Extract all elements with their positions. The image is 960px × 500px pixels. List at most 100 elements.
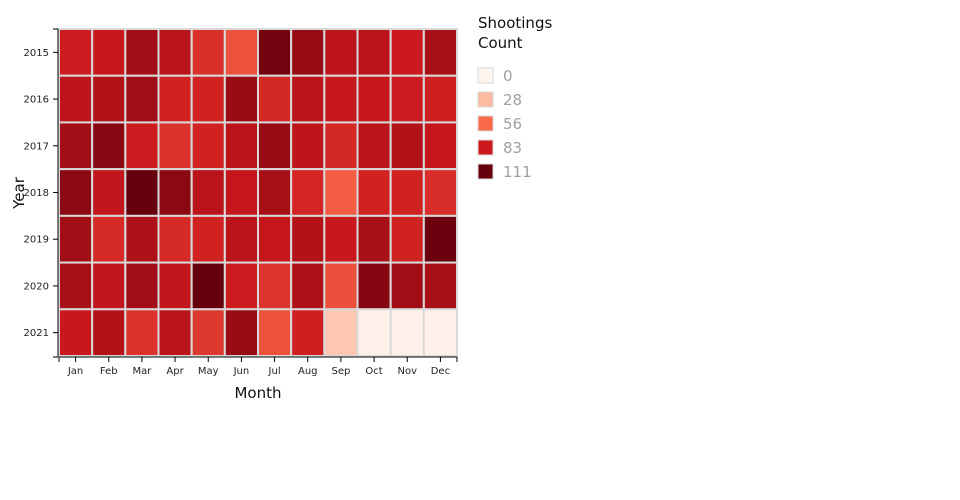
y-tick-label: 2019 bbox=[24, 235, 49, 246]
heatmap-cell bbox=[323, 214, 359, 264]
heatmap-cell bbox=[323, 28, 359, 77]
heatmap-cell bbox=[124, 214, 160, 264]
heatmap-cell bbox=[389, 74, 425, 124]
legend-swatch bbox=[477, 115, 494, 132]
heatmap-cell bbox=[190, 74, 226, 124]
heatmap-cell bbox=[356, 28, 392, 77]
heatmap-cell bbox=[124, 261, 160, 311]
heatmap-cell bbox=[58, 261, 94, 311]
heatmap-cell bbox=[356, 168, 392, 217]
heatmap-cell bbox=[257, 74, 293, 124]
heatmap-cell bbox=[422, 28, 459, 77]
x-axis: Jan Feb Mar Apr May Jun Jul Aug Sep Oct Nov Dec bbox=[58, 356, 458, 377]
heatmap-cell bbox=[389, 168, 425, 217]
heatmap-cell bbox=[323, 168, 359, 217]
heatmap-cell bbox=[157, 168, 193, 217]
y-tick-label: 2016 bbox=[24, 95, 49, 106]
heatmap-cell bbox=[422, 121, 459, 171]
heatmap-cell bbox=[389, 261, 425, 311]
heatmap-cell bbox=[58, 74, 94, 124]
legend-items: 0 28 56 83 111 bbox=[477, 67, 532, 181]
y-tick-label: 2018 bbox=[24, 188, 49, 199]
legend-title-line-2: Count bbox=[478, 34, 523, 52]
heatmap-cell bbox=[190, 121, 226, 171]
heatmap-cell bbox=[290, 261, 326, 311]
heatmap-cell bbox=[157, 74, 193, 124]
heatmap-cell bbox=[190, 168, 226, 217]
heatmap-cell bbox=[58, 308, 94, 357]
legend-label: 0 bbox=[503, 67, 513, 85]
legend-label: 83 bbox=[503, 139, 522, 157]
heatmap-cell bbox=[58, 28, 94, 77]
legend-label: 111 bbox=[503, 163, 532, 181]
legend-swatch bbox=[477, 163, 494, 180]
heatmap-cell bbox=[190, 308, 226, 357]
heatmap-cell bbox=[257, 214, 293, 264]
heatmap-cells bbox=[58, 28, 459, 357]
legend-swatch bbox=[477, 139, 494, 156]
heatmap-cell bbox=[422, 308, 459, 357]
heatmap-cell bbox=[91, 28, 127, 77]
x-tick-label: Nov bbox=[397, 366, 417, 377]
y-tick-label: 2021 bbox=[24, 328, 49, 339]
heatmap-cell bbox=[422, 74, 459, 124]
heatmap-cell bbox=[323, 261, 359, 311]
heatmap-cell bbox=[422, 168, 459, 217]
heatmap-cell bbox=[323, 74, 359, 124]
heatmap-cell bbox=[157, 214, 193, 264]
heatmap-cell bbox=[389, 214, 425, 264]
legend-title-line-1: Shootings bbox=[478, 14, 552, 32]
heatmap-cell bbox=[91, 214, 127, 264]
legend-label: 28 bbox=[503, 91, 522, 109]
x-tick-label: Jan bbox=[67, 366, 83, 377]
x-tick-label: Jun bbox=[233, 366, 250, 377]
heatmap-cell bbox=[356, 121, 392, 171]
heatmap-cell bbox=[290, 214, 326, 264]
x-tick-label: May bbox=[198, 366, 219, 377]
heatmap-cell bbox=[223, 308, 259, 357]
legend: Shootings Count 0 28 56 83 111 bbox=[477, 14, 557, 181]
heatmap-cell bbox=[190, 28, 226, 77]
heatmap-cell bbox=[223, 121, 259, 171]
heatmap-cell bbox=[157, 308, 193, 357]
legend-title: Shootings Count bbox=[478, 14, 557, 52]
heatmap-cell bbox=[157, 121, 193, 171]
heatmap-cell bbox=[91, 308, 127, 357]
heatmap-cell bbox=[124, 308, 160, 357]
heatmap-cell bbox=[389, 308, 425, 357]
x-tick-label: Apr bbox=[166, 366, 184, 377]
heatmap-cell bbox=[124, 74, 160, 124]
heatmap-cell bbox=[356, 74, 392, 124]
heatmap-cell bbox=[257, 261, 293, 311]
heatmap-cell bbox=[389, 28, 425, 77]
x-tick-label: Oct bbox=[365, 366, 382, 377]
heatmap-cell bbox=[124, 121, 160, 171]
heatmap-cell bbox=[157, 28, 193, 77]
heatmap-cell bbox=[356, 261, 392, 311]
heatmap-cell bbox=[422, 214, 459, 264]
x-tick-label: Aug bbox=[298, 366, 318, 377]
legend-label: 56 bbox=[503, 115, 522, 133]
x-tick-label: Feb bbox=[100, 366, 118, 377]
heatmap-cell bbox=[389, 121, 425, 171]
heatmap-cell bbox=[223, 261, 259, 311]
heatmap-cell bbox=[290, 168, 326, 217]
heatmap-cell bbox=[124, 28, 160, 77]
heatmap-cell bbox=[91, 168, 127, 217]
heatmap-cell bbox=[356, 214, 392, 264]
y-tick-label: 2015 bbox=[24, 48, 49, 59]
legend-swatch bbox=[477, 67, 494, 84]
heatmap-cell bbox=[91, 74, 127, 124]
heatmap-cell bbox=[290, 308, 326, 357]
heatmap-cell bbox=[190, 214, 226, 264]
y-tick-label: 2017 bbox=[24, 141, 49, 152]
heatmap-cell bbox=[257, 308, 293, 357]
heatmap-cell bbox=[290, 28, 326, 77]
x-tick-label: Sep bbox=[331, 366, 350, 377]
heatmap-cell bbox=[323, 308, 359, 357]
heatmap-cell bbox=[223, 74, 259, 124]
x-tick-label: Dec bbox=[431, 366, 450, 377]
heatmap-cell bbox=[91, 261, 127, 311]
heatmap-cell bbox=[323, 121, 359, 171]
heatmap-cell bbox=[223, 28, 259, 77]
